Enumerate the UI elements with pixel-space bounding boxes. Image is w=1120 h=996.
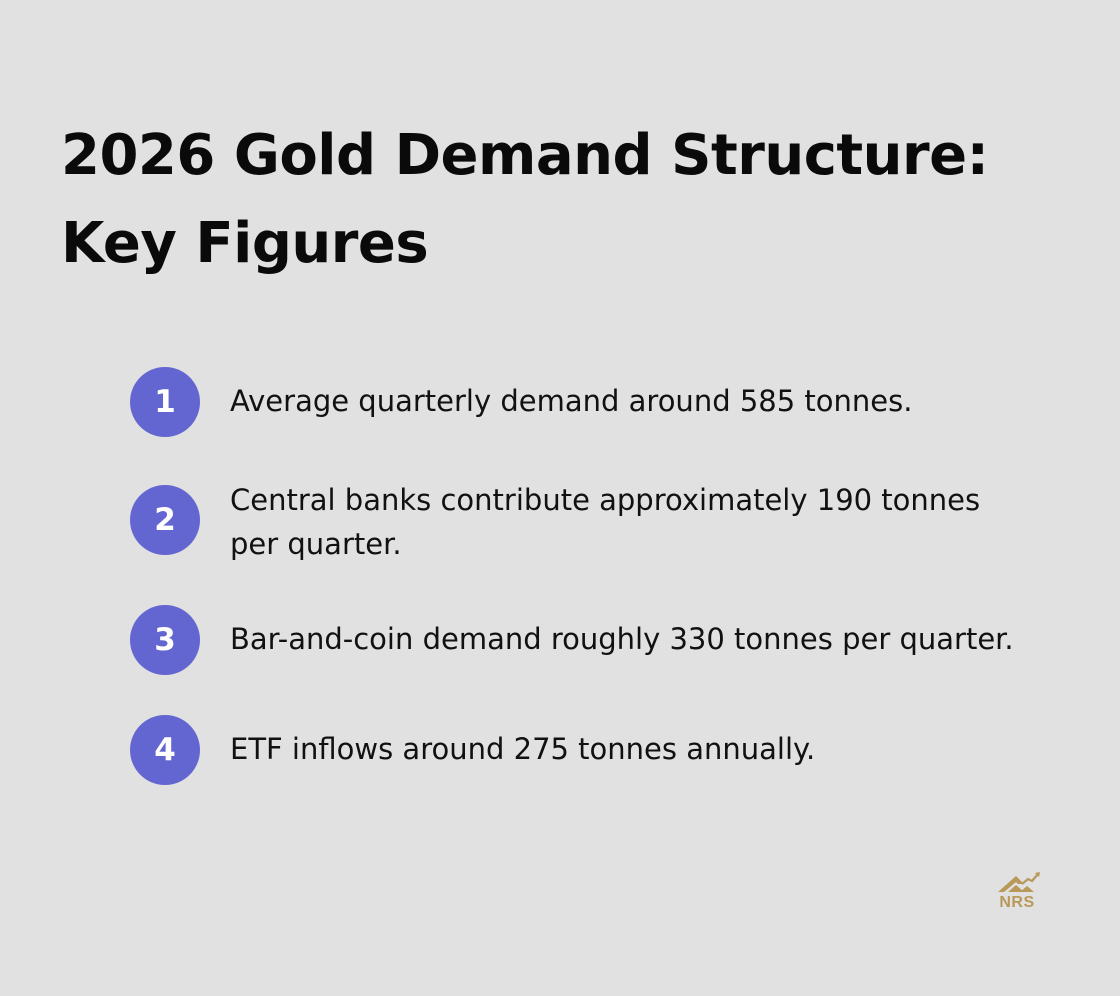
- item-text: Average quarterly demand around 585 tonn…: [230, 384, 913, 418]
- page-title: 2026 Gold Demand Structure: Key Figures: [61, 123, 989, 276]
- number-badge: 1: [130, 367, 200, 437]
- logo-text: NRS: [999, 894, 1035, 911]
- house-chart-arrow-icon: [998, 872, 1040, 892]
- list-item: 4 ETF inflows around 275 tonnes annually…: [130, 715, 1050, 785]
- list-item: 1 Average quarterly demand around 585 to…: [130, 367, 1050, 437]
- list-item: 3 Bar-and-coin demand roughly 330 tonnes…: [130, 605, 1050, 675]
- list-item: 2 Central banks contribute approximately…: [130, 483, 1020, 566]
- number-badge: 3: [130, 605, 200, 675]
- item-text: ETF inflows around 275 tonnes annually.: [230, 732, 816, 766]
- item-text: Bar-and-coin demand roughly 330 tonnes p…: [230, 622, 1014, 656]
- nrs-logo: NRS: [994, 870, 1044, 916]
- number-badge: 2: [130, 485, 200, 555]
- item-text: Central banks contribute approximately 1…: [230, 483, 981, 561]
- number-badge: 4: [130, 715, 200, 785]
